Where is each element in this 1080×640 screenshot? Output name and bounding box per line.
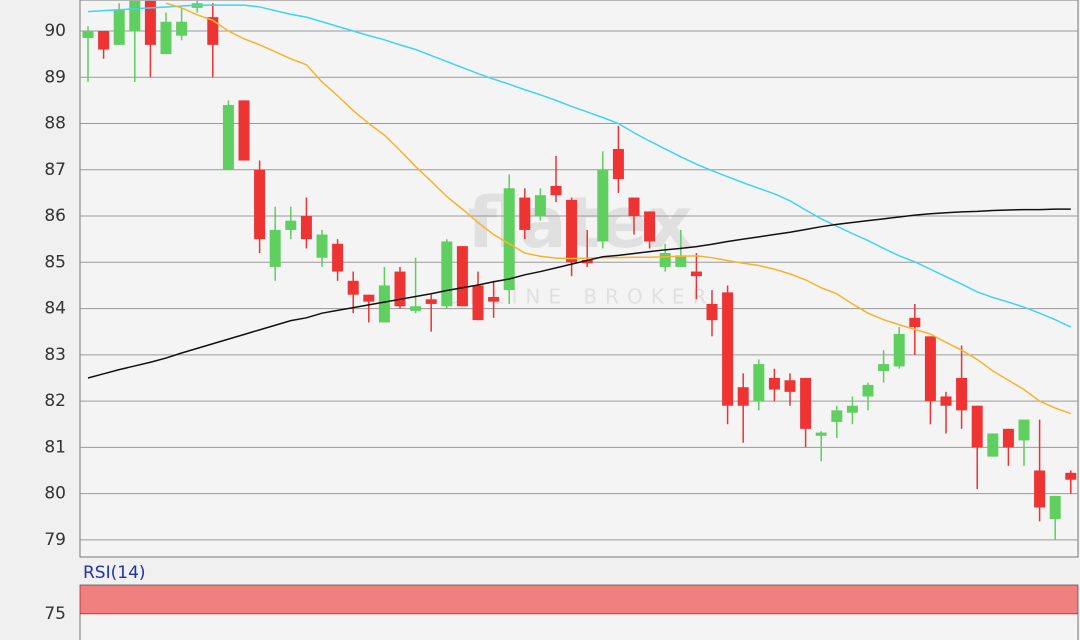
y-tick-label: 83 xyxy=(44,345,66,365)
candle-body xyxy=(503,188,515,291)
plot-area xyxy=(79,0,1079,558)
y-tick-label: 88 xyxy=(44,114,66,134)
candle-body xyxy=(628,197,640,217)
candle-body xyxy=(987,433,999,457)
candle-body xyxy=(488,297,500,302)
candle-body xyxy=(363,294,375,302)
candle-body xyxy=(753,364,765,402)
candle-body xyxy=(1018,419,1030,441)
candle-body xyxy=(690,271,702,277)
candle-body xyxy=(893,334,905,367)
y-tick-label: 82 xyxy=(44,391,66,411)
y-tick-label: 79 xyxy=(44,530,66,550)
candle-body xyxy=(410,306,422,311)
rsi-title: RSI(14) xyxy=(83,563,146,583)
candle-body xyxy=(160,21,172,55)
y-tick-label: 86 xyxy=(44,206,66,226)
candle-body xyxy=(300,216,312,240)
candle-body xyxy=(378,285,390,323)
candle-body xyxy=(394,271,406,307)
candle-body xyxy=(878,364,890,372)
candle-body xyxy=(534,195,546,217)
y-tick-label: 81 xyxy=(44,437,66,457)
candle-body xyxy=(722,292,734,406)
candle-body xyxy=(956,377,968,411)
candle-body xyxy=(784,380,796,392)
candle-body xyxy=(612,148,624,180)
moving-average-line xyxy=(87,4,1072,328)
candle-body xyxy=(581,259,593,264)
candle-body xyxy=(831,410,843,422)
candle-body xyxy=(737,387,749,406)
candle-body xyxy=(456,246,468,307)
candle-body xyxy=(129,0,141,31)
candle-body xyxy=(82,30,94,38)
moving-average-line xyxy=(87,208,1071,379)
y-tick-label: 80 xyxy=(44,484,66,504)
candle-body xyxy=(316,234,328,258)
moving-average-line xyxy=(165,2,1072,415)
candle-body xyxy=(519,197,531,230)
candle-body xyxy=(238,100,250,161)
candle-body xyxy=(98,30,110,50)
y-tick-label: 85 xyxy=(44,252,66,272)
y-tick-label: 87 xyxy=(44,160,66,180)
candle-body xyxy=(909,317,921,328)
candle-body xyxy=(940,396,952,406)
candle-body xyxy=(144,0,156,45)
candle-body xyxy=(706,303,718,321)
candle-body xyxy=(675,255,687,267)
candle-body xyxy=(472,285,484,321)
candle-body xyxy=(768,377,780,390)
candle-body xyxy=(222,105,234,170)
y-tick-label: 84 xyxy=(44,299,66,319)
candle-body xyxy=(971,405,983,448)
candle-body xyxy=(550,185,562,196)
candle-body xyxy=(269,229,281,267)
candle-body xyxy=(815,432,827,436)
y-tick-label: 75 xyxy=(44,604,66,624)
rsi-panel xyxy=(80,585,1078,615)
candle-body xyxy=(566,199,578,263)
candle-body xyxy=(113,10,125,45)
candle-body xyxy=(1049,495,1061,520)
candle-body xyxy=(285,220,297,230)
candle-body xyxy=(862,384,874,397)
candle-body xyxy=(659,253,671,267)
candle-body xyxy=(347,280,359,295)
candle-body xyxy=(207,17,219,45)
candle-body xyxy=(800,377,812,429)
candle-body xyxy=(924,336,936,402)
candle-body xyxy=(425,299,437,304)
candle-body xyxy=(176,21,188,36)
y-tick-label: 89 xyxy=(44,67,66,87)
candle-body xyxy=(644,211,656,242)
overbought-band xyxy=(80,585,1078,615)
candle-body xyxy=(597,169,609,242)
y-tick-label: 90 xyxy=(44,21,66,41)
candle-body xyxy=(1034,470,1046,508)
candle-body xyxy=(846,405,858,413)
candle-body xyxy=(1065,472,1077,480)
candle-body xyxy=(332,243,344,272)
candle-body xyxy=(254,169,266,240)
watermark: flatex xyxy=(467,182,692,264)
candle-body xyxy=(1002,428,1014,448)
candle-body xyxy=(441,241,453,307)
watermark-sub: ONLINE BROKER xyxy=(446,285,715,309)
